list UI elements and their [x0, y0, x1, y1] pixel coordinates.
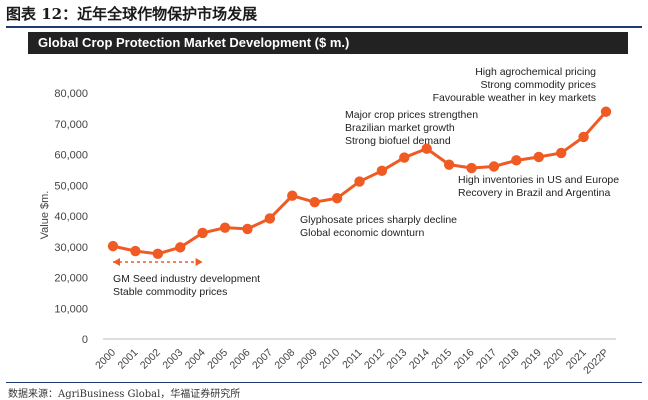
annotation-line: High agrochemical pricing — [475, 66, 596, 78]
x-tick-label: 2006 — [228, 347, 253, 372]
x-tick-label: 2008 — [272, 347, 297, 372]
data-point — [533, 151, 544, 163]
data-point — [152, 248, 164, 260]
data-point — [309, 196, 320, 208]
data-point — [376, 165, 388, 176]
y-tick-label: 30,000 — [54, 242, 88, 254]
annotation-glyphosate: Glyphosate prices sharply declineGlobal … — [300, 214, 457, 239]
figure-caption: 图表 12：近年全球作物保护市场发展 — [6, 5, 258, 23]
data-point — [242, 223, 253, 235]
data-point — [354, 176, 365, 187]
caption-rule — [6, 26, 642, 28]
y-tick-label: 70,000 — [54, 119, 88, 131]
x-tick-label: 2009 — [295, 347, 320, 372]
x-tick-label: 2000 — [93, 347, 118, 372]
data-point — [466, 162, 477, 174]
chart-title: Global Crop Protection Market Developmen… — [28, 32, 628, 54]
data-point — [555, 147, 567, 159]
annotation-inventories: High inventories in US and EuropeRecover… — [458, 174, 619, 199]
data-point — [130, 245, 141, 257]
data-point — [219, 222, 231, 233]
x-tick-label: 2005 — [205, 347, 230, 372]
x-tick-label: 2010 — [317, 347, 342, 372]
data-point — [107, 240, 119, 252]
y-axis-label: Value $m. — [39, 191, 51, 240]
annotation-line: GM Seed industry development — [113, 273, 260, 285]
annotation-line: Stable commodity prices — [113, 286, 227, 298]
y-axis: 0 10,000 20,000 30,000 40,000 50,000 60,000 70,… — [54, 88, 88, 346]
data-point — [511, 155, 522, 166]
y-tick-label: 20,000 — [54, 273, 88, 285]
x-axis-ticks: 2000200120022003200420052006200720082009… — [93, 347, 611, 377]
bracket-arrow-left — [113, 258, 120, 266]
data-point — [264, 213, 276, 224]
x-tick-label: 2004 — [183, 347, 208, 372]
data-point — [421, 143, 432, 154]
data-point — [600, 106, 612, 117]
x-tick-label: 2017 — [474, 347, 499, 372]
data-point — [443, 159, 455, 170]
data-point — [578, 131, 589, 143]
y-tick-label: 60,000 — [54, 150, 88, 162]
bracket-arrow-right — [195, 258, 203, 266]
annotation-line: Strong commodity prices — [480, 79, 596, 91]
y-tick-label: 10,000 — [54, 303, 88, 315]
x-tick-label: 2001 — [116, 347, 141, 372]
x-tick-label: 2002 — [138, 347, 163, 372]
annotation-line: Major crop prices strengthen — [345, 109, 478, 121]
x-tick-label: 2011 — [340, 347, 365, 372]
x-tick-label: 2014 — [407, 347, 432, 372]
x-tick-label: 2022P — [581, 347, 611, 377]
data-point — [175, 242, 186, 253]
source-note: 数据来源：AgriBusiness Global，华福证券研究所 — [8, 389, 241, 400]
source-rule — [6, 382, 642, 383]
x-tick-label: 2012 — [362, 347, 387, 372]
data-point — [287, 190, 298, 201]
data-point — [331, 192, 343, 204]
series-market-value — [107, 106, 612, 260]
data-point — [488, 161, 500, 172]
x-tick-label: 2007 — [250, 347, 275, 372]
y-tick-label: 40,000 — [54, 211, 88, 223]
y-tick-label: 50,000 — [54, 180, 88, 192]
annotation-line: Recovery in Brazil and Argentina — [458, 187, 610, 199]
x-tick-label: 2003 — [160, 347, 185, 372]
x-tick-label: 2015 — [429, 347, 454, 372]
annotation-line: Strong biofuel demand — [345, 135, 451, 147]
annotation-line: Glyphosate prices sharply decline — [300, 214, 457, 226]
period-bracket — [113, 258, 203, 266]
y-tick-label: 80,000 — [54, 88, 88, 100]
annotation-line: Brazilian market growth — [345, 122, 455, 134]
data-point — [399, 152, 410, 163]
annotation-line: High inventories in US and Europe — [458, 174, 619, 186]
data-point — [197, 227, 208, 239]
x-tick-label: 2018 — [496, 347, 521, 372]
annotation-line: Global economic downturn — [300, 227, 424, 239]
x-tick-label: 2020 — [541, 347, 566, 372]
x-tick-label: 2019 — [519, 347, 544, 372]
annotation-line: Favourable weather in key markets — [433, 92, 596, 104]
x-tick-label: 2013 — [384, 347, 409, 372]
x-tick-label: 2016 — [452, 347, 477, 372]
y-tick-label: 0 — [82, 334, 88, 346]
